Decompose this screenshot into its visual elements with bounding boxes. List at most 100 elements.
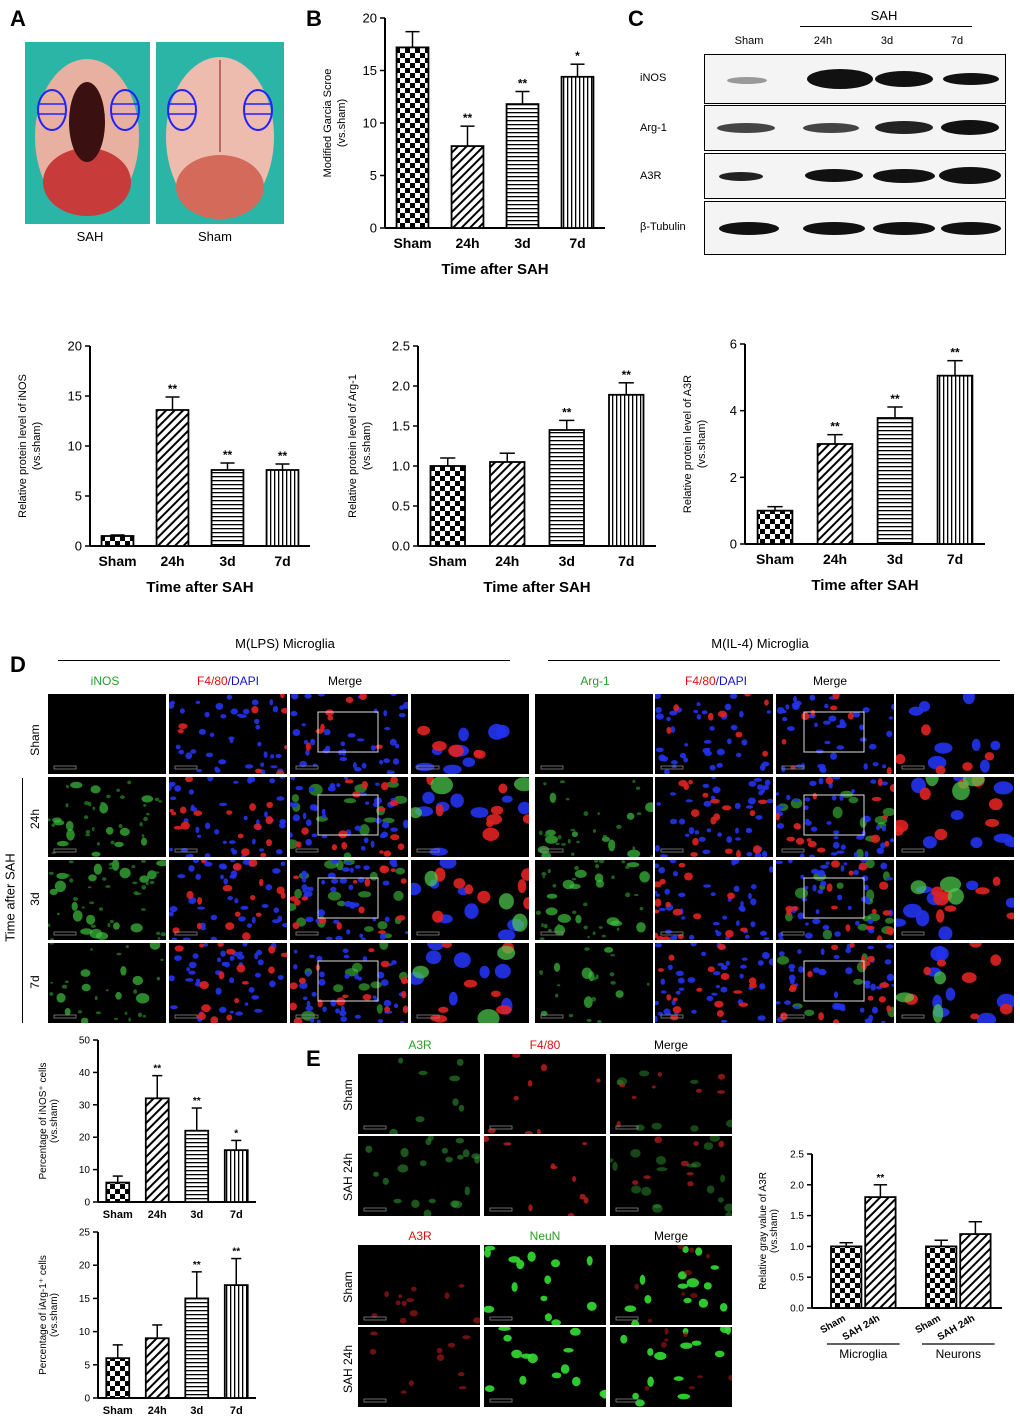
col-f480-right: F4/80	[684, 674, 716, 688]
micrograph-cells	[49, 943, 164, 1023]
micrograph-cells	[290, 777, 408, 857]
micrograph-image	[484, 1327, 606, 1407]
e-col-a3r-bottom: A3R	[408, 1229, 432, 1243]
x-tick-label: Sham	[103, 1209, 133, 1221]
y-axis-label: (vs.sham)	[49, 1293, 60, 1337]
y-tick-label: 0.0	[790, 1304, 804, 1315]
wb-band	[873, 169, 935, 183]
y-tick-label: 1.5	[392, 419, 410, 434]
micrograph-image	[48, 694, 166, 774]
col-dapi-right: /DAPI	[715, 674, 748, 688]
micrograph-image	[358, 1136, 480, 1216]
significance-label: **	[877, 1173, 885, 1184]
micrograph-image	[776, 694, 894, 774]
micrograph-image	[290, 777, 408, 857]
micrograph-cells	[411, 860, 529, 940]
col-f480-dapi-left: F4/80/DAPI	[178, 674, 278, 688]
micrograph-image	[776, 777, 894, 857]
micrograph-image	[290, 860, 408, 940]
bar	[223, 1149, 249, 1203]
significance-label: **	[622, 368, 632, 382]
col-dapi-left: /DAPI	[227, 674, 260, 688]
micrograph-image	[896, 694, 1014, 774]
significance-label: **	[830, 420, 840, 434]
wb-band	[873, 222, 935, 235]
x-tick-label: Sham	[393, 235, 431, 251]
y-tick-label: 40	[79, 1068, 91, 1079]
significance-label: **	[950, 346, 960, 360]
micrograph-image	[655, 777, 773, 857]
micrograph-cells	[53, 765, 77, 770]
y-tick-label: 0	[75, 539, 82, 554]
micrograph-cells	[539, 947, 650, 1023]
bar	[144, 1097, 170, 1203]
bar	[155, 409, 190, 547]
y-tick-label: 10	[79, 1327, 91, 1338]
x-tick-label: SAH 24h	[841, 1313, 882, 1343]
micrograph-cells	[655, 943, 773, 1023]
wb-band	[941, 120, 999, 135]
col-arg1: Arg-1	[580, 674, 610, 688]
y-tick-label: 25	[79, 1228, 91, 1239]
label-sham: Sham	[198, 229, 232, 244]
micrograph-image	[535, 694, 653, 774]
micrograph-cells	[484, 1327, 606, 1403]
wb-band	[717, 123, 775, 133]
x-tick-label: 24h	[823, 551, 847, 567]
header-il4: M(IL-4) Microglia	[711, 636, 809, 651]
y-tick-label: 5	[75, 489, 82, 504]
y-axis-label: Percentage of iArg-1⁺ cells	[38, 1255, 49, 1375]
wb-row-a3r: A3R	[640, 170, 662, 182]
significance-label: **	[463, 111, 473, 125]
micrograph-image	[48, 860, 166, 940]
bar	[864, 1196, 897, 1309]
panel-letter-b: B	[306, 6, 322, 31]
header-il4-line	[548, 660, 1000, 661]
x-axis-label: Time after SAH	[146, 579, 253, 596]
micrograph-cells	[290, 943, 408, 1023]
micrograph-image	[896, 860, 1014, 940]
significance-label: *	[234, 1128, 238, 1139]
wb-blot-inos	[704, 54, 1006, 104]
micrograph-cells	[48, 860, 166, 940]
wb-blot-tubulin	[704, 201, 1006, 255]
micrograph-cells	[290, 860, 408, 940]
chart-a3r-gray: 0.0 0.5 1.0 1.5 2.0 2.5 Relative gray value of…	[758, 1150, 1002, 1361]
micrograph-cells	[363, 1284, 480, 1324]
micrograph-image	[535, 777, 653, 857]
micrograph-cells	[776, 694, 894, 774]
micrograph-image	[535, 943, 653, 1023]
micrograph-cells	[776, 943, 894, 1023]
micrograph-image	[610, 1327, 732, 1407]
wb-row-arg1: Arg-1	[640, 122, 667, 134]
y-tick-label: 2.5	[392, 339, 410, 354]
x-tick-label: 7d	[947, 551, 963, 567]
y-tick-label: 20	[79, 1261, 91, 1272]
x-tick-label: 3d	[559, 553, 575, 569]
micrograph-cells	[776, 777, 894, 857]
bar	[560, 75, 595, 229]
y-tick-label: 0.5	[790, 1273, 804, 1284]
x-tick-label: 24h	[495, 553, 519, 569]
y-tick-label: 0	[84, 1394, 90, 1405]
micrograph-cells	[896, 694, 1001, 774]
label-sah: SAH	[76, 229, 104, 244]
micrograph-image	[48, 777, 166, 857]
wb-band	[875, 71, 933, 87]
micrograph-image	[610, 1245, 732, 1325]
brain-sah-illustration	[35, 59, 140, 216]
wb-band	[719, 222, 779, 235]
micrograph-image	[535, 860, 653, 940]
x-tick-label: 3d	[190, 1209, 203, 1221]
y-tick-label: 20	[68, 339, 82, 354]
micrograph-image	[655, 860, 773, 940]
bar	[548, 429, 585, 547]
y-tick-label: 30	[79, 1100, 91, 1111]
micrograph-cells	[615, 1070, 732, 1132]
micrograph-image	[169, 694, 287, 774]
e-col-f480: F4/80	[529, 1038, 561, 1052]
chart-arg1-protein: 0.0 0.5 1.0 1.5 2.0 2.5 Relative protein level…	[347, 339, 656, 596]
y-tick-label: 10	[79, 1165, 91, 1176]
x-tick-label: 3d	[514, 235, 530, 251]
y-tick-label: 0	[84, 1198, 90, 1209]
